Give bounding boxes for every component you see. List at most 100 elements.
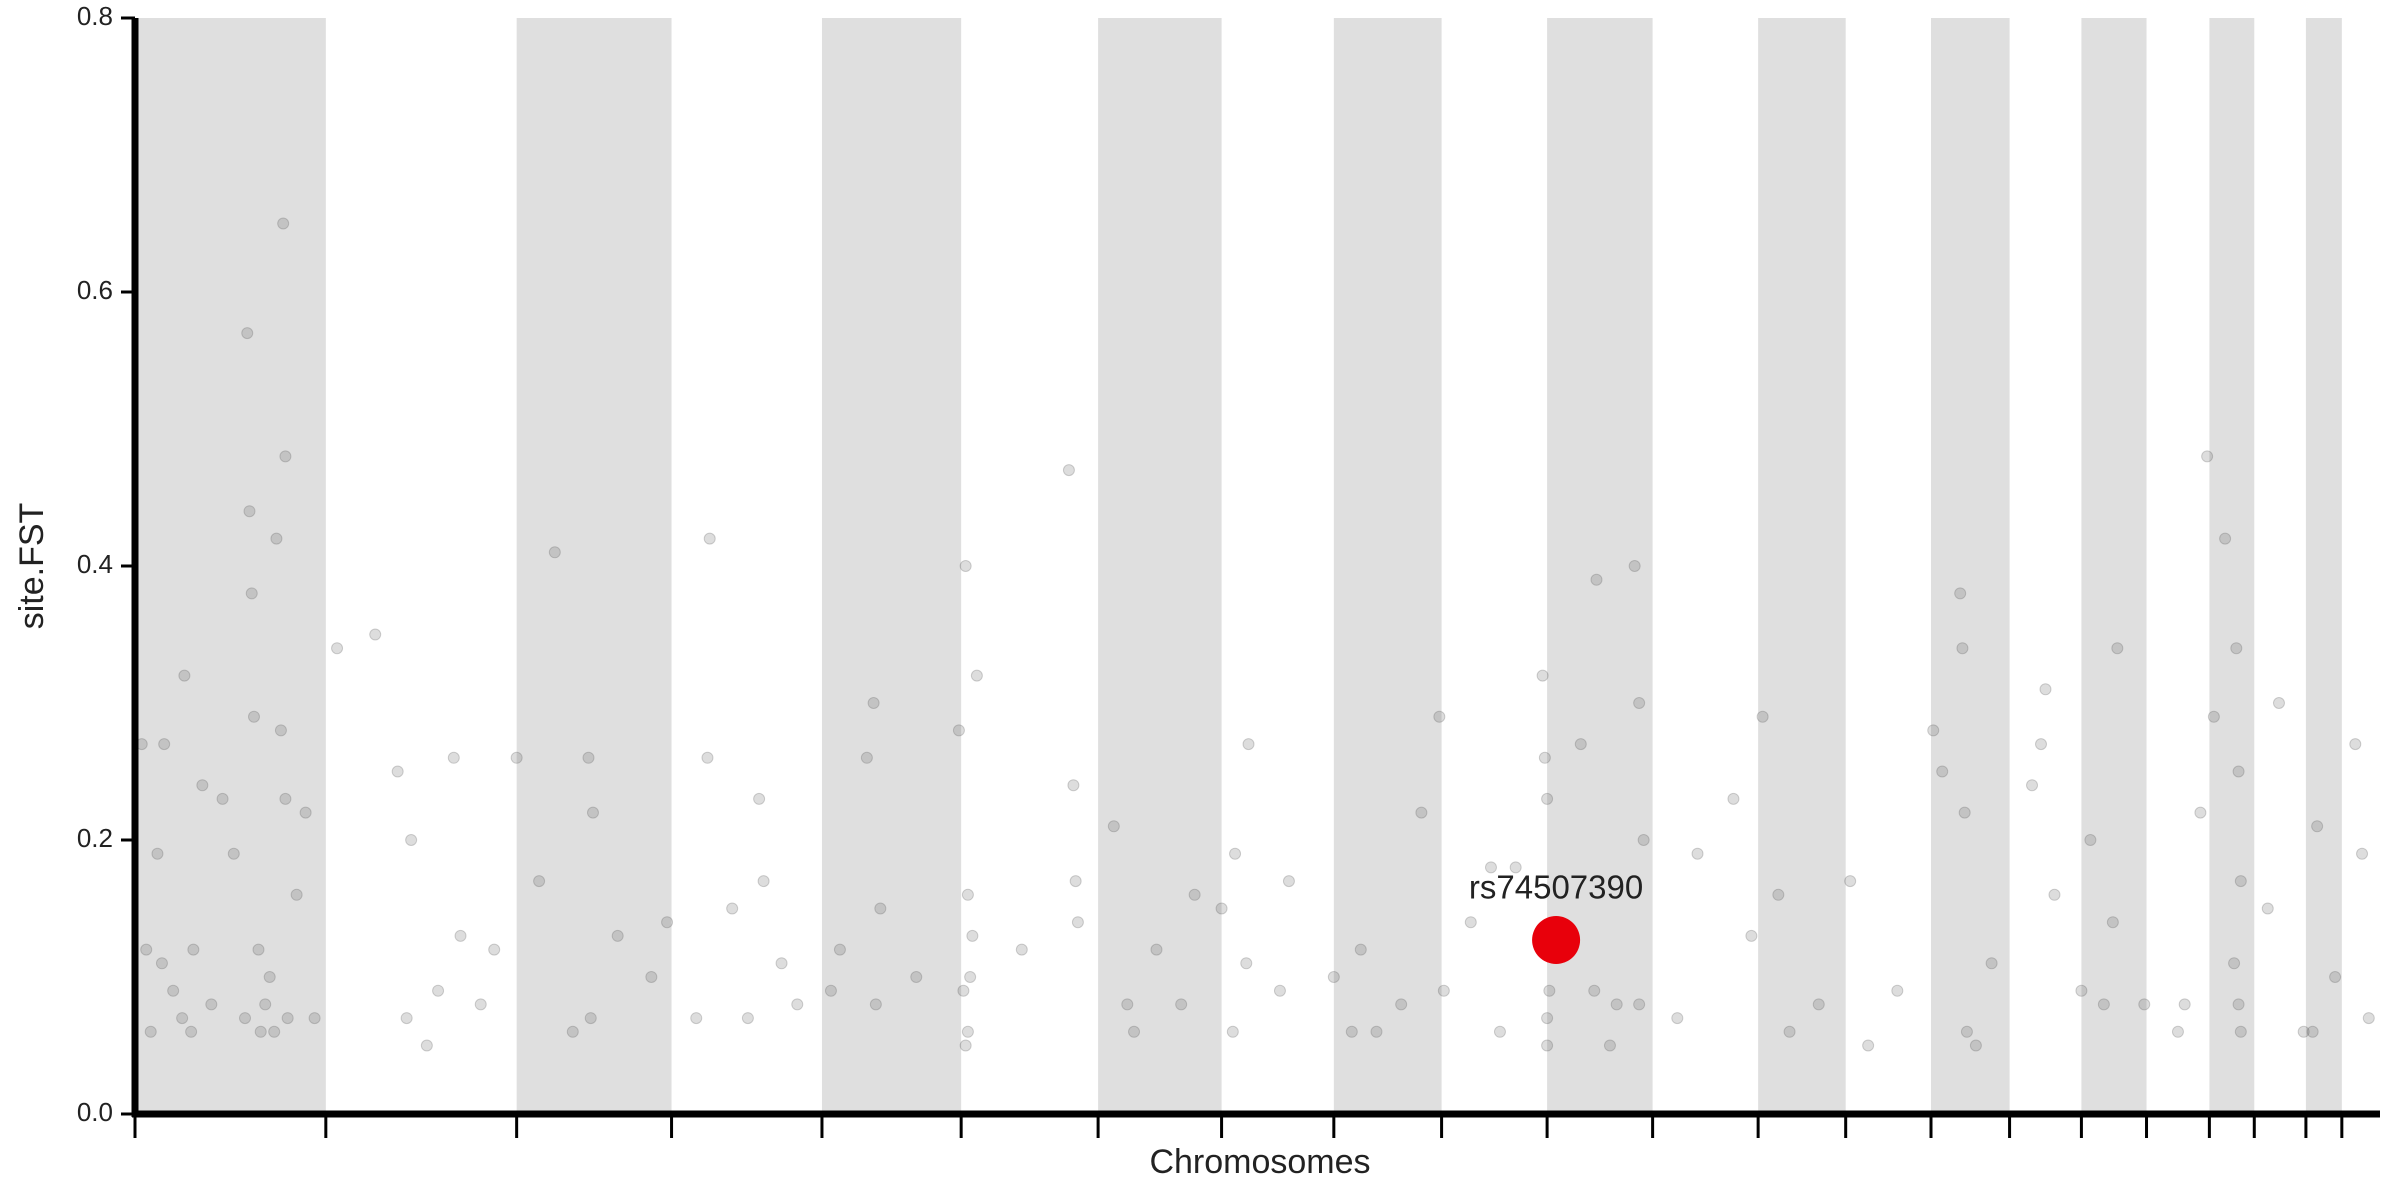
y-tick-label: 0.4 — [77, 549, 113, 579]
snp-point — [1067, 779, 1080, 792]
snp-point — [274, 724, 287, 737]
chromosome-band — [2081, 18, 2147, 1114]
snp-point — [966, 929, 979, 942]
snp-point — [1691, 847, 1704, 860]
snp-point — [1370, 1025, 1383, 1038]
snp-point — [964, 971, 977, 983]
snp-point — [791, 998, 804, 1011]
snp-point — [400, 1012, 413, 1025]
snp-point — [548, 546, 561, 559]
snp-point — [2026, 779, 2039, 792]
snp-point — [1543, 984, 1556, 997]
snp-point — [331, 642, 344, 655]
snp-point — [1745, 929, 1758, 942]
snp-point — [1891, 984, 1904, 997]
snp-point — [1633, 998, 1646, 1011]
snp-point — [1240, 957, 1253, 970]
snp-point — [2232, 998, 2245, 1011]
x-axis-label: Chromosomes — [1149, 1143, 1370, 1181]
snp-point — [1633, 697, 1646, 709]
snp-point — [243, 505, 256, 518]
snp-point — [447, 751, 460, 764]
snp-point — [2234, 1025, 2247, 1038]
snp-point — [611, 929, 624, 942]
snp-point — [1541, 1012, 1554, 1025]
snp-point — [757, 875, 770, 888]
snp-point — [701, 751, 714, 764]
snp-point — [144, 1025, 157, 1038]
snp-point — [1071, 916, 1084, 929]
snp-point — [1541, 792, 1554, 805]
chromosome-band — [821, 18, 962, 1114]
snp-point — [1862, 1039, 1875, 1052]
snp-point — [178, 669, 191, 682]
snp-point — [254, 1025, 267, 1038]
snp-point — [1954, 587, 1967, 600]
snp-point — [2207, 710, 2220, 723]
snp-point — [2178, 998, 2191, 1011]
snp-point — [2106, 916, 2119, 929]
snp-point — [1969, 1039, 1982, 1052]
snp-point — [970, 669, 983, 682]
snp-point — [2297, 1025, 2310, 1038]
snp-point — [281, 1012, 294, 1025]
snp-point — [176, 1012, 189, 1025]
snp-point — [2329, 971, 2342, 983]
snp-point — [1958, 806, 1971, 819]
snp-point — [726, 902, 739, 915]
snp-point — [308, 1012, 321, 1025]
snp-point — [753, 792, 766, 805]
snp-point — [1226, 1025, 1239, 1038]
snp-point — [2075, 984, 2088, 997]
snp-point — [1215, 902, 1228, 915]
snp-point — [910, 971, 923, 983]
snp-point — [833, 943, 846, 956]
snp-point — [1107, 820, 1120, 833]
snp-point — [1069, 875, 1082, 888]
snp-point — [1128, 1025, 1141, 1038]
snp-point — [290, 888, 303, 901]
snp-point — [510, 751, 523, 764]
snp-point — [703, 532, 716, 545]
snp-point — [270, 532, 283, 545]
snp-point — [1464, 916, 1477, 929]
snp-point — [420, 1039, 433, 1052]
snp-point — [874, 902, 887, 915]
snp-point — [2219, 532, 2232, 545]
snp-point — [661, 916, 674, 929]
snp-point — [1273, 984, 1286, 997]
snp-point — [2349, 738, 2362, 751]
snp-point — [586, 806, 599, 819]
snp-point — [1175, 998, 1188, 1011]
snp-point — [205, 998, 218, 1011]
snp-point — [1484, 861, 1497, 874]
chromosome-band — [135, 18, 326, 1114]
snp-point — [775, 957, 788, 970]
snp-point — [1345, 1025, 1358, 1038]
snp-point — [1415, 806, 1428, 819]
snp-point — [690, 1012, 703, 1025]
snp-point — [1282, 875, 1295, 888]
snp-point — [824, 984, 837, 997]
snp-point — [268, 1025, 281, 1038]
snp-point — [239, 1012, 252, 1025]
snp-point — [959, 1039, 972, 1052]
snp-point — [1327, 971, 1340, 983]
snp-point — [252, 943, 265, 956]
snp-point — [961, 1025, 974, 1038]
snp-point — [1188, 888, 1201, 901]
snp-point — [474, 998, 487, 1011]
snp-point — [1229, 847, 1242, 860]
snp-point — [241, 327, 254, 340]
highlight-point — [1532, 916, 1581, 965]
snp-point — [860, 751, 873, 764]
snp-point — [454, 929, 467, 942]
snp-point — [582, 751, 595, 764]
snp-point — [185, 1025, 198, 1038]
snp-point — [140, 943, 153, 956]
snp-point — [957, 984, 970, 997]
chromosome-band — [1333, 18, 1442, 1114]
snp-point — [1433, 710, 1446, 723]
snp-point — [2111, 642, 2124, 655]
